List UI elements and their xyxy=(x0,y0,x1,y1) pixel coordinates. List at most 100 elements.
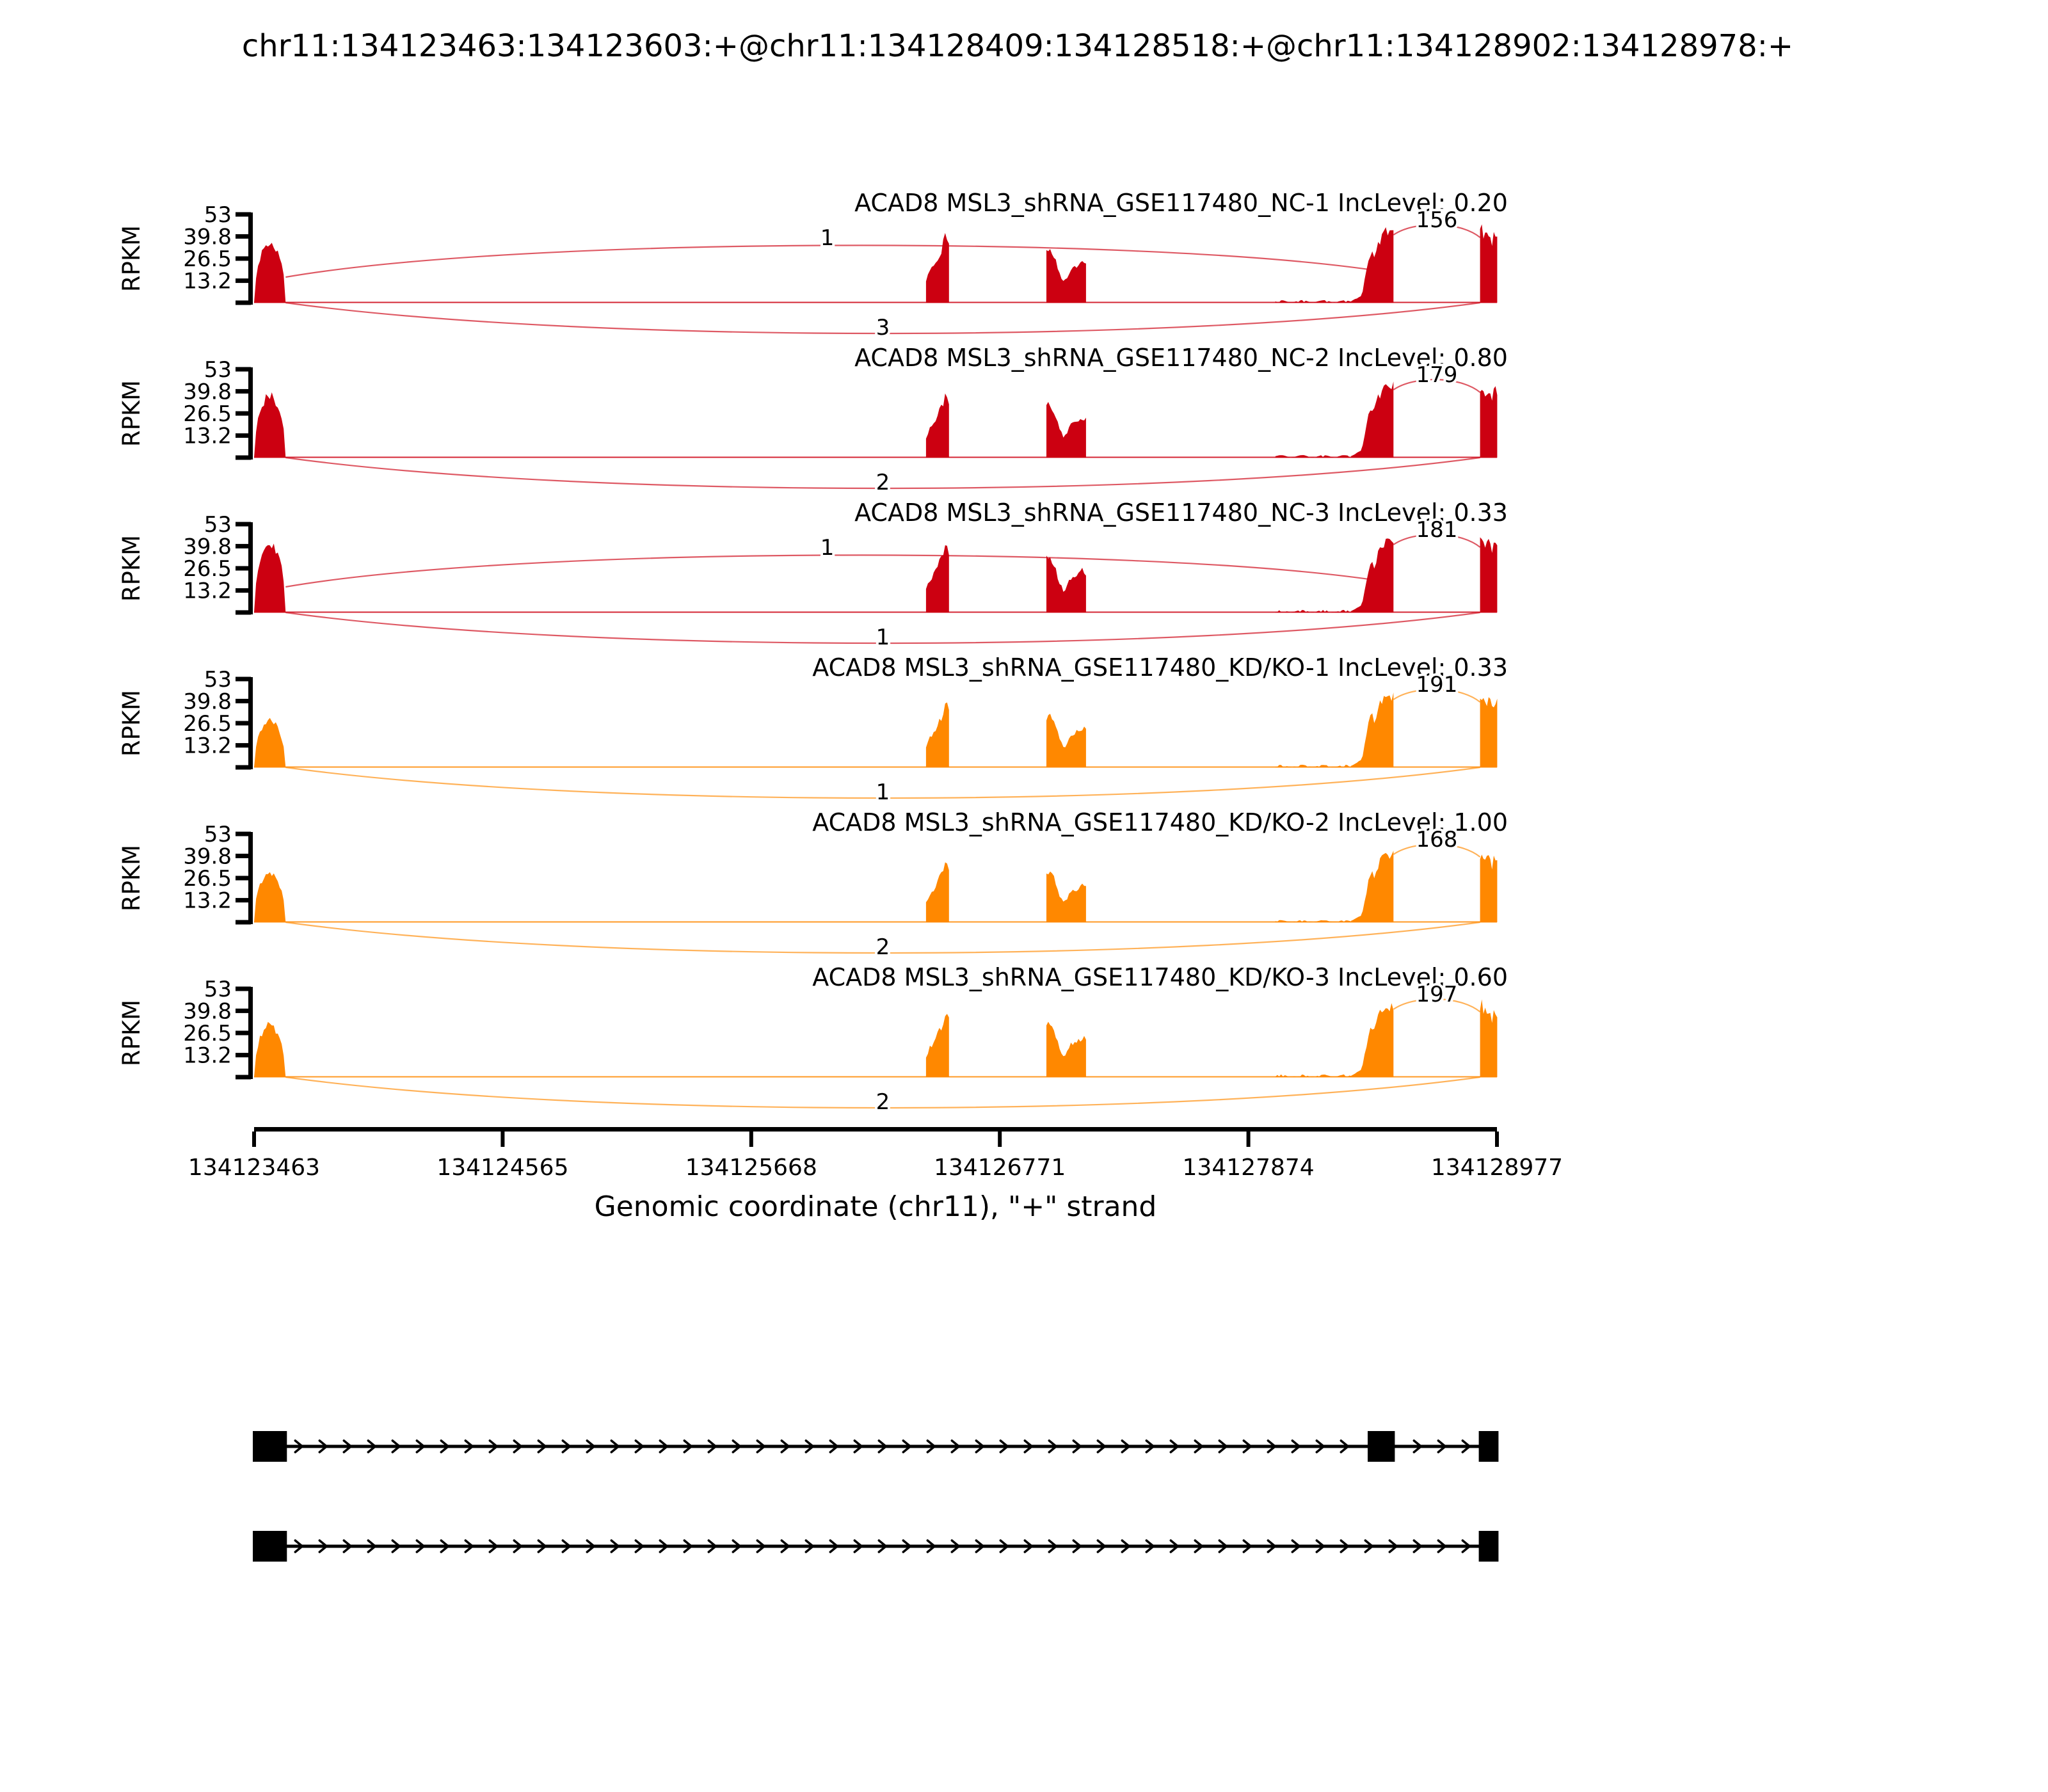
coverage-area-exon1 xyxy=(254,1021,286,1077)
coverage-area-exon1 xyxy=(254,717,286,767)
transcript xyxy=(253,1531,1499,1562)
y-tick-mark xyxy=(236,411,251,416)
strand-arrow-icons xyxy=(294,1539,1472,1553)
intron-line xyxy=(260,1444,1491,1448)
junction-arc xyxy=(1393,843,1481,858)
y-tick-mark xyxy=(236,920,251,925)
junction-count: 1 xyxy=(820,225,835,251)
x-tick-label: 134124565 xyxy=(436,1155,568,1181)
track-label: ACAD8 MSL3_shRNA_GSE117480_KD/KO-2 IncLe… xyxy=(812,808,1508,836)
coverage-area-midB xyxy=(1046,1021,1086,1077)
y-tick-mark xyxy=(236,676,251,682)
coverage-area-exon1 xyxy=(254,872,286,922)
coverage-baseline xyxy=(254,301,1497,303)
y-axis-title: RPKM xyxy=(118,225,145,292)
y-tick-label: 53 xyxy=(204,822,232,847)
coverage-area-exonC xyxy=(1351,227,1394,303)
y-tick-mark xyxy=(236,367,251,372)
y-tick-label: 53 xyxy=(204,512,232,538)
junction-arc xyxy=(1393,998,1481,1012)
coverage-area-midB xyxy=(1046,556,1086,612)
junction-arc xyxy=(1393,223,1481,238)
y-tick-mark xyxy=(236,455,251,460)
y-tick-label: 13.2 xyxy=(183,733,232,759)
y-tick-mark xyxy=(236,1075,251,1080)
coverage-area-exonC xyxy=(1351,1003,1394,1077)
y-tick-mark xyxy=(236,743,251,748)
y-axis-title: RPKM xyxy=(118,845,145,911)
junction-arc xyxy=(285,921,1480,954)
junction-arc xyxy=(285,301,1480,335)
junction-count: 1 xyxy=(876,780,890,805)
exon-block xyxy=(1368,1431,1395,1462)
coverage-area-lowfill xyxy=(1275,610,1354,612)
y-tick-mark xyxy=(236,234,251,239)
junction-count: 191 xyxy=(1416,672,1458,698)
x-tick-label: 134125668 xyxy=(685,1155,817,1181)
y-tick-label: 26.5 xyxy=(183,711,232,737)
y-tick-label: 13.2 xyxy=(183,888,232,914)
coverage-area-exonD xyxy=(1480,386,1498,458)
y-tick-label: 13.2 xyxy=(183,579,232,604)
junction-arc xyxy=(1393,378,1481,393)
junction-arc xyxy=(285,766,1480,799)
coverage-baseline xyxy=(254,611,1497,613)
coverage-baseline xyxy=(254,921,1497,923)
junction-count: 181 xyxy=(1416,517,1458,543)
intron-line xyxy=(260,1544,1491,1548)
y-tick-mark xyxy=(236,543,251,548)
junction-arc xyxy=(1393,533,1481,548)
coverage-area-exonD xyxy=(1480,999,1498,1077)
x-tick-mark xyxy=(998,1132,1002,1147)
coverage-area-lowfill xyxy=(1275,920,1354,922)
y-tick-label: 13.2 xyxy=(183,1043,232,1069)
coverage-area-midB xyxy=(1046,249,1086,303)
y-tick-label: 39.8 xyxy=(183,534,232,559)
track-label: ACAD8 MSL3_shRNA_GSE117480_KD/KO-1 IncLe… xyxy=(812,653,1508,682)
coverage-area-midA xyxy=(925,233,949,303)
y-tick-mark xyxy=(236,212,251,217)
x-tick-label: 134126771 xyxy=(934,1155,1066,1181)
y-tick-label: 39.8 xyxy=(183,844,232,869)
track-label: ACAD8 MSL3_shRNA_GSE117480_NC-2 IncLevel… xyxy=(854,344,1508,372)
junction-count: 2 xyxy=(876,934,890,960)
y-tick-mark xyxy=(236,433,251,438)
y-tick-label: 26.5 xyxy=(183,1021,232,1046)
y-tick-mark xyxy=(236,898,251,903)
junction-arc xyxy=(285,456,1480,490)
junction-count: 168 xyxy=(1416,827,1458,852)
x-tick-label: 134128977 xyxy=(1431,1155,1563,1181)
coverage-area-midB xyxy=(1046,871,1086,922)
y-tick-label: 26.5 xyxy=(183,556,232,582)
junction-arc xyxy=(285,611,1480,644)
coverage-area-midA xyxy=(925,862,949,922)
junction-count: 1 xyxy=(876,625,890,650)
y-tick-mark xyxy=(236,1030,251,1036)
coverage-area-exonD xyxy=(1480,537,1498,612)
y-tick-mark xyxy=(236,256,251,261)
y-tick-mark xyxy=(236,876,251,881)
junction-count: 156 xyxy=(1416,207,1458,233)
coverage-baseline xyxy=(254,766,1497,768)
coverage-area-midA xyxy=(925,1014,949,1077)
y-tick-label: 26.5 xyxy=(183,866,232,892)
junction-count: 179 xyxy=(1416,362,1458,388)
y-axis-title: RPKM xyxy=(118,535,145,602)
y-tick-mark xyxy=(236,1053,251,1058)
y-tick-label: 53 xyxy=(204,357,232,383)
y-tick-label: 26.5 xyxy=(183,401,232,427)
coverage-area-exon1 xyxy=(254,392,286,458)
junction-count: 2 xyxy=(876,470,890,495)
junction-count: 3 xyxy=(876,315,890,340)
coverage-area-exonD xyxy=(1480,697,1498,767)
x-axis-spine xyxy=(254,1127,1497,1132)
exon-block xyxy=(253,1531,287,1562)
